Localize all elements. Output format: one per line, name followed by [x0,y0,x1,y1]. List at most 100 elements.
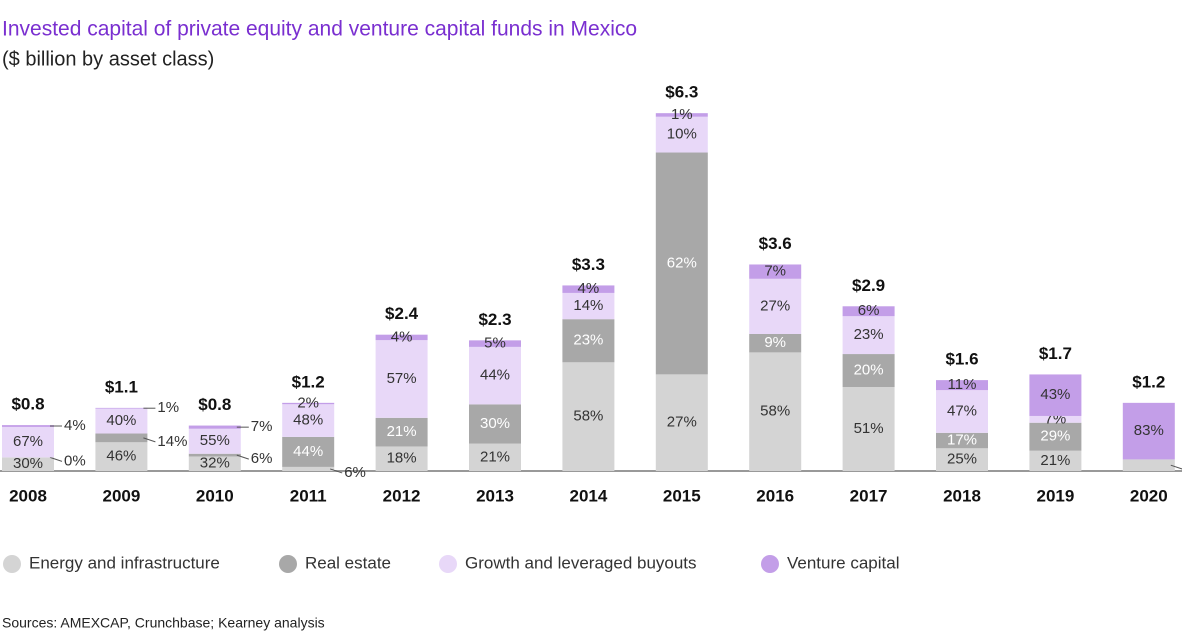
segment-label: 11% [948,376,977,393]
bar-segment [655,374,708,471]
bar-segment [2,426,54,458]
legend-swatch [279,555,297,573]
x-tick-label: 2016 [756,486,794,505]
total-label: $1.7 [1039,344,1072,363]
segment-label: 23% [854,326,884,343]
chart-subtitle: ($ billion by asset class) [2,48,214,70]
bar-segment [1122,402,1175,460]
x-tick-label: 2008 [9,486,47,505]
bar-segment [375,334,428,341]
segment-label: 14% [573,297,603,314]
segment-label: 25% [947,451,977,468]
segment-label: 55% [200,432,230,449]
bar-segment [936,448,988,471]
segment-label: 7% [764,263,786,280]
bar-segment [95,442,148,471]
x-tick-label: 2013 [476,486,514,505]
total-label: $1.2 [292,372,325,391]
legend-label: Energy and infrastructure [29,553,220,572]
bar-segment [562,319,615,363]
total-label: $0.8 [198,395,231,414]
bar-segment [282,466,335,471]
bar-segment [2,425,54,427]
legend-label: Growth and leveraged buyouts [465,553,697,572]
segment-label: 46% [106,448,136,465]
bar-segment [749,264,802,279]
bar-segment [936,432,988,449]
total-label: $1.1 [105,377,138,396]
leader-line [1170,464,1182,470]
x-tick-label: 2019 [1036,486,1074,505]
bar-segment [842,386,895,471]
segment-label: 2% [297,394,319,411]
x-tick-label: 2017 [850,486,888,505]
total-label: $0.8 [11,395,44,414]
segment-label: 6% [858,302,880,319]
x-tick-label: 2010 [196,486,234,505]
legend-swatch [3,555,21,573]
segment-label: 67% [13,433,43,450]
segment-label: 1% [157,399,179,416]
bar-segment [375,446,428,471]
bar-segment [469,443,521,471]
legend-swatch [439,555,457,573]
segment-label: 21% [1040,452,1070,469]
legend-label: Real estate [305,553,391,572]
segment-label: 18% [387,450,417,467]
segment-label: 20% [854,361,884,378]
bar-segment [469,340,521,347]
bar-segment [375,417,428,447]
segment-label: 51% [854,420,884,437]
bar-segment [469,404,521,444]
segment-label: 4% [578,280,600,297]
bar-segment [655,113,708,117]
bar-segment [95,408,148,434]
segment-label: 32% [200,455,230,472]
segment-label: 40% [106,412,136,429]
segment-label: 27% [667,414,697,431]
total-label: $3.3 [572,255,605,274]
bar-segment [375,340,428,418]
segment-label: 30% [480,415,510,432]
bar-segment [936,390,988,433]
bar-segment [188,425,241,429]
bar-segment [282,436,335,467]
segment-label: 6% [251,450,273,467]
bar-segment [188,428,241,454]
segment-label: 48% [293,412,323,429]
bar-segment [562,292,615,320]
leader-line [236,454,249,460]
bar-segment [655,116,708,153]
bar-segment [842,306,895,317]
legend-label: Venture capital [787,553,899,572]
bar-segment [95,433,148,443]
bar-segment [1029,422,1082,451]
bar-segment [1122,459,1175,471]
segment-label: 57% [387,370,417,387]
total-label: $2.9 [852,276,885,295]
total-label: $1.2 [1132,372,1165,391]
x-tick-label: 2018 [943,486,981,505]
segment-label: 0% [64,452,86,469]
bar-segment [749,333,802,353]
segment-label: 7% [251,418,273,435]
total-label: $6.3 [665,83,698,102]
bar-segment [562,285,615,293]
bar-segment [2,457,54,471]
bar-segment [936,380,988,391]
segment-label: 5% [484,335,506,352]
x-tick-label: 2015 [663,486,701,505]
total-label: $1.6 [945,350,978,369]
segment-label: 44% [480,367,510,384]
segment-label: 23% [573,332,603,349]
total-label: $2.4 [385,304,419,323]
segment-label: 4% [391,328,413,345]
bar-segment [282,402,335,405]
segment-label: 43% [1040,386,1070,403]
bar-segment [1029,450,1082,471]
bar-segment [842,354,895,387]
segment-label: 58% [760,403,790,420]
legend-swatch [761,555,779,573]
segment-label: 6% [344,464,366,481]
